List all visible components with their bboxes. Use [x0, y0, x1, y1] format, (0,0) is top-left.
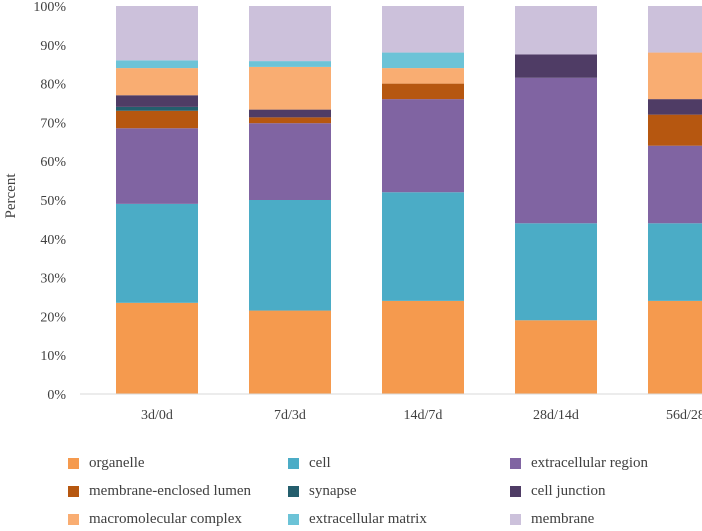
legend-item: cell — [288, 451, 331, 475]
bar-segment-cell-junction — [249, 109, 331, 118]
legend-item: synapse — [288, 479, 357, 503]
x-axis-ticks: 3d/0d 7d/3d 14d/7d 28d/14d 56d/28d — [141, 408, 702, 423]
bar-segment-synapse — [116, 106, 198, 111]
bar-segment-membrane-enclosed-lumen — [249, 117, 331, 124]
bar-segment-macromolecular-complex — [648, 52, 702, 100]
legend-swatch — [510, 485, 521, 497]
legend-swatch — [288, 485, 299, 497]
y-tick-label: 80% — [40, 78, 66, 93]
bar-stack — [382, 6, 464, 394]
bar-segment-membrane — [382, 6, 464, 53]
x-tick-label: 14d/7d — [404, 408, 443, 423]
bar-segment-organelle — [648, 300, 702, 394]
legend-item: extracellular matrix — [288, 507, 427, 531]
legend-item: extracellular region — [510, 451, 648, 475]
stacked-bar-chart: 0% 10% 20% 30% 40% 50% 60% 70% 80% 90% 100% Percen… — [3, 0, 702, 423]
bar-segment-extracellular-region — [515, 77, 597, 224]
bar-segment-cell-junction — [116, 95, 198, 107]
x-tick-label: 28d/14d — [533, 408, 579, 423]
bar-segment-cell — [116, 203, 198, 303]
legend-swatch — [68, 485, 79, 497]
bar-segment-extracellular-region — [116, 128, 198, 204]
bar-segment-extracellular-region — [648, 145, 702, 224]
y-tick-label: 40% — [40, 233, 66, 248]
bar-stack — [116, 6, 198, 394]
bar-segment-organelle — [249, 310, 331, 394]
y-tick-label: 0% — [47, 388, 66, 403]
bar-segment-membrane-enclosed-lumen — [382, 83, 464, 100]
bar-segment-cell-junction — [648, 99, 702, 115]
bar-segment-organelle — [515, 320, 597, 394]
bar-stacks — [116, 6, 702, 394]
legend-swatch — [68, 513, 79, 525]
legend-item: cell junction — [510, 479, 606, 503]
y-axis-label: Percent — [3, 173, 19, 219]
y-tick-label: 100% — [33, 0, 66, 15]
legend-item: membrane-enclosed lumen — [68, 479, 251, 503]
bar-segment-extracellular-matrix — [382, 52, 464, 69]
bar-segment-cell — [249, 200, 331, 311]
legend-label: synapse — [309, 482, 357, 499]
y-axis-ticks: 0% 10% 20% 30% 40% 50% 60% 70% 80% 90% 100% — [33, 0, 66, 403]
x-tick-label: 3d/0d — [141, 408, 173, 423]
legend-label: extracellular region — [531, 454, 649, 471]
bar-segment-membrane — [515, 6, 597, 55]
bar-segment-membrane — [116, 6, 198, 61]
bar-segment-cell — [382, 192, 464, 301]
x-tick-label: 56d/28d — [666, 408, 702, 423]
x-tick-label: 7d/3d — [274, 408, 306, 423]
y-tick-label: 50% — [40, 194, 66, 209]
legend-label: membrane — [531, 510, 595, 527]
legend-label: cell — [309, 454, 331, 471]
bar-segment-membrane — [648, 6, 702, 53]
bar-segment-cell-junction — [515, 54, 597, 78]
legend-swatch — [288, 513, 299, 525]
bar-segment-macromolecular-complex — [382, 68, 464, 84]
bar-segment-cell — [648, 223, 702, 301]
legend-swatch — [68, 457, 79, 469]
legend-label: cell junction — [531, 482, 606, 499]
legend-swatch — [510, 513, 521, 525]
legend-label: membrane-enclosed lumen — [89, 482, 252, 499]
y-tick-label: 90% — [40, 39, 66, 54]
bar-segment-organelle — [382, 300, 464, 394]
bar-segment-extracellular-region — [382, 99, 464, 193]
bar-segment-extracellular-matrix — [116, 60, 198, 69]
bar-stack — [515, 6, 597, 394]
bar-segment-extracellular-region — [249, 123, 331, 200]
bar-segment-macromolecular-complex — [249, 66, 331, 110]
bar-segment-membrane — [249, 6, 331, 62]
y-tick-label: 10% — [40, 349, 66, 364]
legend-swatch — [510, 457, 521, 469]
legend-item: membrane — [510, 507, 594, 531]
legend: organelle cell extracellular region membran… — [0, 448, 702, 529]
bar-segment-membrane-enclosed-lumen — [648, 114, 702, 146]
bar-segment-organelle — [116, 302, 198, 394]
y-tick-label: 20% — [40, 310, 66, 325]
y-tick-label: 60% — [40, 155, 66, 170]
legend-label: organelle — [89, 454, 145, 471]
legend-item: macromolecular complex — [68, 507, 242, 531]
y-tick-label: 30% — [40, 272, 66, 287]
bar-segment-macromolecular-complex — [116, 68, 198, 96]
legend-label: macromolecular complex — [89, 510, 242, 527]
legend-item: organelle — [68, 451, 145, 475]
bar-stack — [249, 6, 331, 394]
bar-segment-membrane-enclosed-lumen — [116, 110, 198, 129]
bar-segment-cell — [515, 223, 597, 321]
bar-segment-extracellular-matrix — [249, 61, 331, 67]
legend-swatch — [288, 457, 299, 469]
y-tick-label: 70% — [40, 116, 66, 131]
bar-stack — [648, 6, 702, 394]
legend-label: extracellular matrix — [309, 510, 427, 527]
